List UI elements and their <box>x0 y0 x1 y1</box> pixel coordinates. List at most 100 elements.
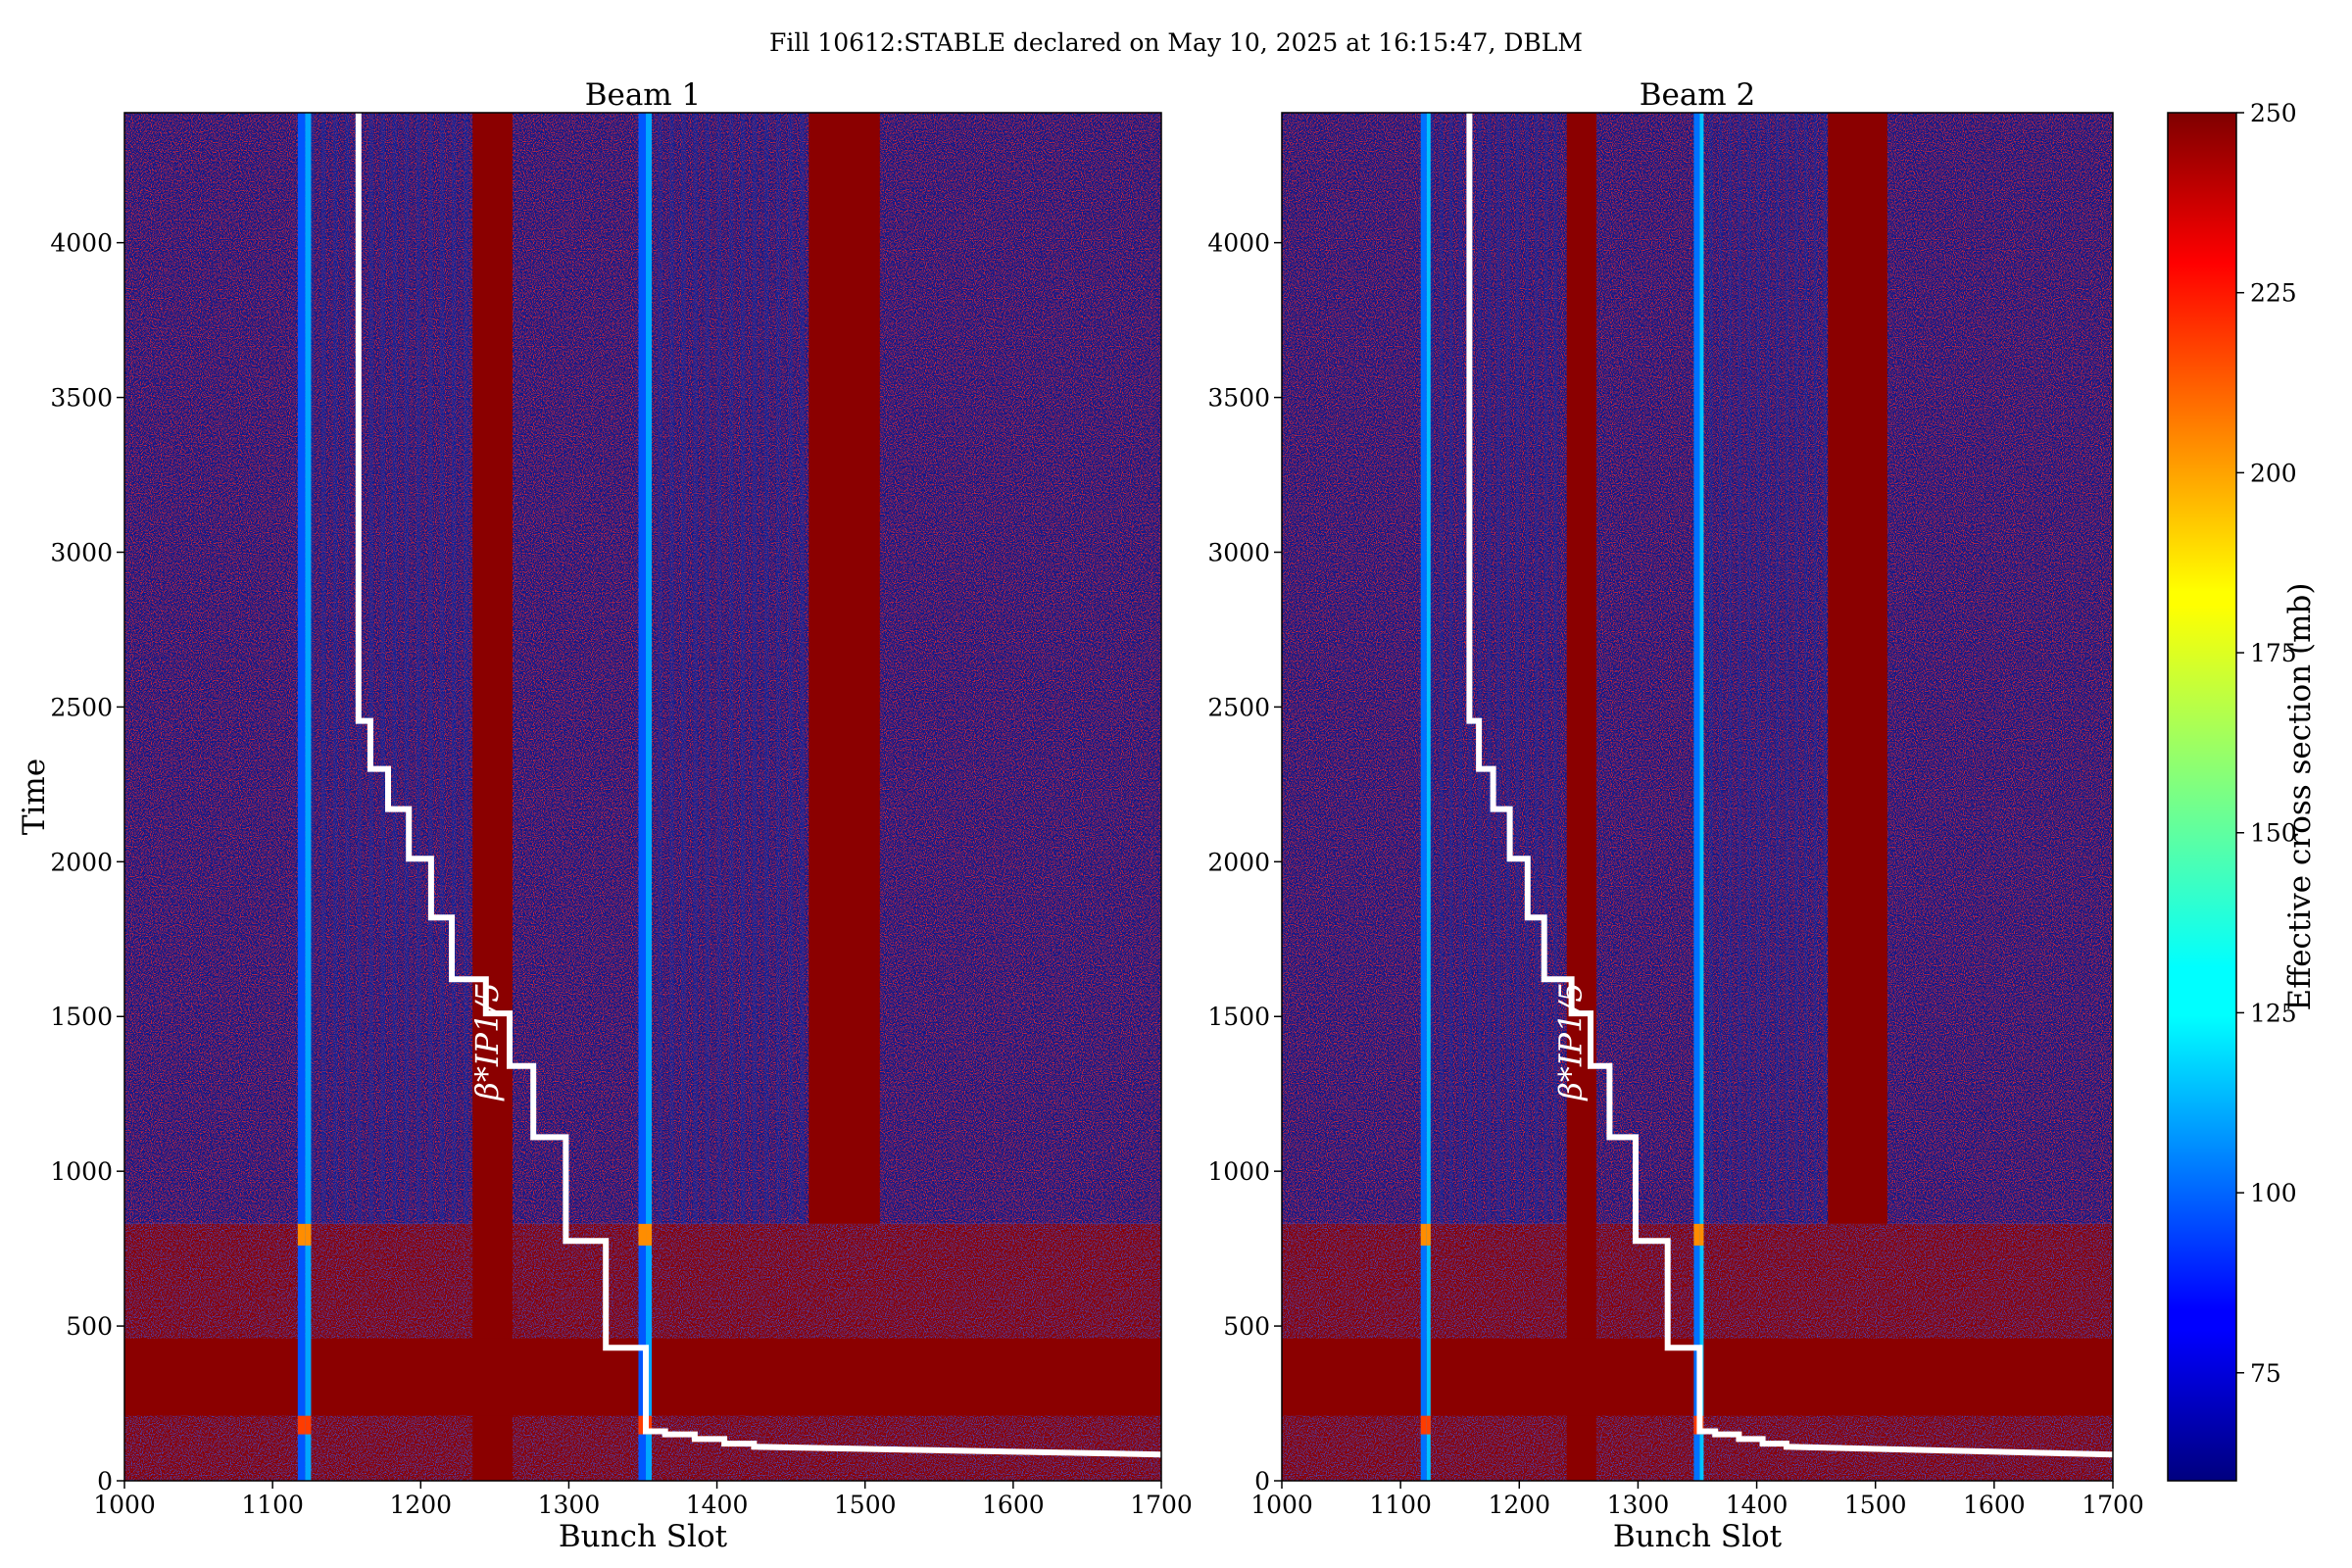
train-stripe <box>716 113 722 1224</box>
train-stripe <box>658 113 662 1224</box>
train-stripe <box>345 113 350 1224</box>
x-tick-label: 1000 <box>1250 1491 1313 1519</box>
train-stripe <box>464 113 468 1224</box>
train-stripe <box>1553 113 1558 1224</box>
train-stripe <box>1515 113 1520 1224</box>
train-stripe <box>681 113 686 1224</box>
train-stripe <box>1718 113 1723 1224</box>
hot-spot <box>297 1223 306 1246</box>
y-tick-label: 1000 <box>50 1157 113 1186</box>
hot-spot <box>1426 1223 1431 1246</box>
train-stripe <box>1728 113 1733 1224</box>
train-stripe <box>1496 113 1500 1224</box>
hot-spot <box>638 1415 647 1435</box>
heatmap-area <box>124 113 1161 1481</box>
y-tick-label: 3000 <box>50 538 113 566</box>
train-stripe <box>1785 113 1789 1224</box>
train-stripe <box>392 113 398 1224</box>
y-tick-label: 2500 <box>50 693 113 721</box>
beta-star-line <box>355 113 1161 1458</box>
train-stripe <box>1746 113 1751 1224</box>
colorbar-tick-label: 100 <box>2250 1179 2297 1207</box>
y-tick-label: 0 <box>1254 1467 1270 1495</box>
saturated-band <box>1828 113 1887 1224</box>
train-stripe <box>776 113 781 1224</box>
bright-column <box>1426 113 1431 1481</box>
train-stripe <box>728 113 734 1224</box>
x-tick-label: 1400 <box>1726 1491 1788 1519</box>
train-stripe <box>1525 113 1529 1224</box>
x-axis-label: Bunch Slot <box>1613 1519 1783 1554</box>
train-stripe <box>800 113 805 1224</box>
train-stripe <box>705 113 710 1224</box>
beam-1-panel: β*IP1/5 Beam 1 1000 1100 1200 1300 1400 1500 160… <box>17 77 1193 1554</box>
y-tick-label: 2000 <box>50 848 113 876</box>
colorbar-tick-label: 75 <box>2250 1359 2281 1388</box>
train-stripe <box>1794 113 1798 1224</box>
colorbar-tick-label: 250 <box>2250 99 2297 127</box>
y-tick-label: 2000 <box>1207 848 1270 876</box>
train-stripe <box>1738 113 1741 1224</box>
x-axis-label: Bunch Slot <box>559 1519 728 1554</box>
x-tick-label: 1400 <box>686 1491 749 1519</box>
y-tick-label: 1500 <box>1207 1003 1270 1031</box>
beta-star-label: β*IP1/5 <box>468 982 506 1101</box>
x-tick-label: 1100 <box>241 1491 304 1519</box>
train-stripe <box>788 113 793 1224</box>
train-stripe <box>416 113 421 1224</box>
train-stripe <box>1804 113 1808 1224</box>
train-stripe <box>321 113 326 1224</box>
hot-spot <box>1420 1415 1427 1435</box>
hot-spot <box>1693 1415 1700 1435</box>
hot-spot <box>1426 1415 1431 1435</box>
hot-spot <box>646 1223 653 1246</box>
y-tick-label: 3000 <box>1207 538 1270 566</box>
train-stripe <box>452 113 457 1224</box>
x-tick-label: 1500 <box>834 1491 897 1519</box>
saturated-band <box>1566 113 1597 1481</box>
bright-column <box>1693 113 1700 1481</box>
bright-column <box>297 113 306 1481</box>
hot-spot <box>1420 1223 1427 1246</box>
train-stripe <box>1775 113 1780 1224</box>
train-stripe <box>380 113 386 1224</box>
y-tick-label: 4000 <box>1207 229 1270 258</box>
colorbar-gradient <box>2167 112 2237 1482</box>
colorbar-tick-label: 225 <box>2250 279 2297 308</box>
train-stripe <box>1756 113 1761 1224</box>
train-stripe <box>439 113 445 1224</box>
x-tick-label: 1600 <box>982 1491 1045 1519</box>
x-tick-label: 1700 <box>1130 1491 1193 1519</box>
colorbar-label: Effective cross section (mb) <box>2282 583 2318 1011</box>
hot-spot <box>638 1223 647 1246</box>
x-tick-label: 1200 <box>389 1491 452 1519</box>
heatmap-area <box>1282 113 2113 1481</box>
beam-2-panel: β*IP1/5 Beam 2 1000 1100 1200 1300 1400 1500 160… <box>1207 77 2143 1554</box>
hot-spot <box>305 1415 312 1435</box>
colorbar-tick-label: 125 <box>2250 999 2297 1027</box>
plot-frame <box>123 112 1162 1482</box>
hot-spot <box>1693 1223 1700 1246</box>
train-stripe <box>1823 113 1828 1224</box>
y-tick-label: 1500 <box>50 1003 113 1031</box>
colorbar-tick-label: 175 <box>2250 639 2297 667</box>
train-stripe <box>404 113 410 1224</box>
train-stripe <box>1535 113 1539 1224</box>
train-stripe <box>1458 113 1463 1224</box>
train-stripe <box>1766 113 1770 1224</box>
x-tick-label: 1300 <box>538 1491 601 1519</box>
bright-column <box>638 113 647 1481</box>
train-stripe <box>1544 113 1548 1224</box>
x-tick-label: 1200 <box>1488 1491 1550 1519</box>
train-stripe <box>1709 113 1713 1224</box>
y-tick-label: 0 <box>97 1467 113 1495</box>
colorbar-ticks: 75 100 125 150 175 200 225 250 <box>2236 99 2297 1388</box>
beta-star-label: β*IP1/5 <box>1551 982 1589 1101</box>
y-tick-label: 4000 <box>50 229 113 258</box>
panel-title: Beam 1 <box>585 77 702 113</box>
train-stripe <box>1440 113 1444 1224</box>
train-stripe <box>1448 113 1453 1224</box>
hot-spot <box>1699 1223 1704 1246</box>
y-tick-label: 500 <box>1223 1312 1270 1341</box>
saturated-band <box>808 113 880 1224</box>
